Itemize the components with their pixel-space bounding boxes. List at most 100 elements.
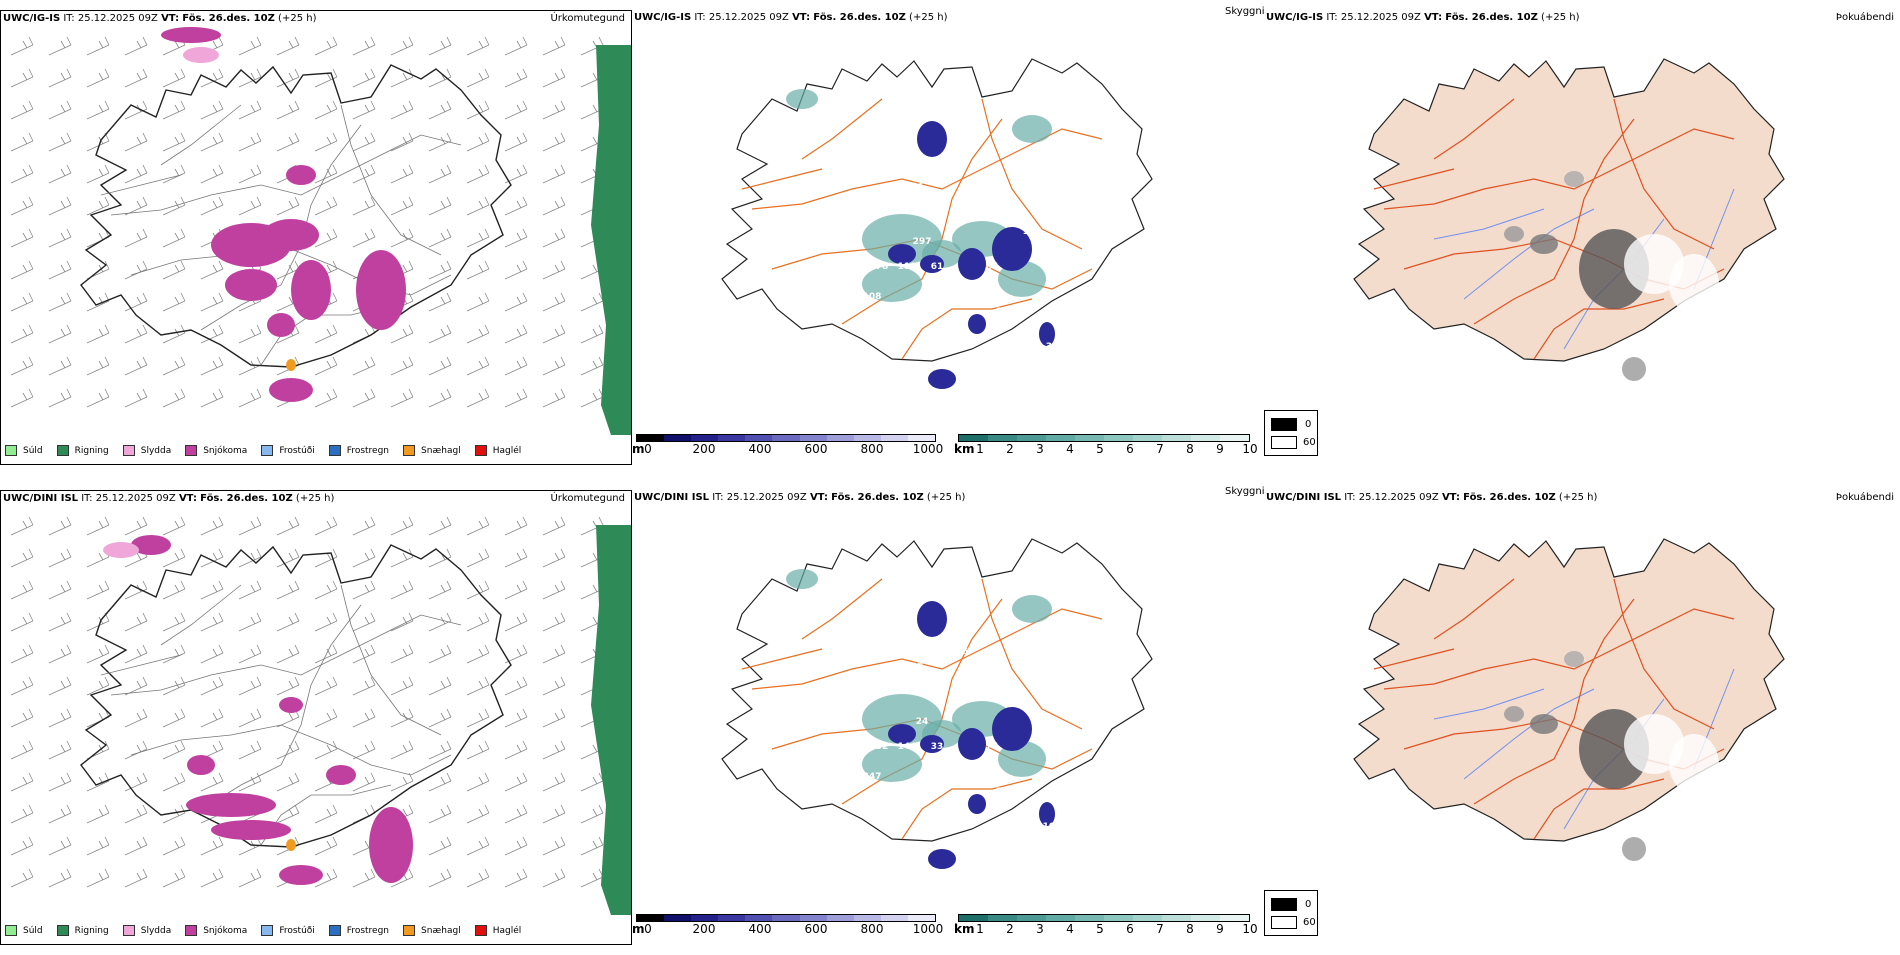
wind-barb (48, 356, 72, 376)
wind-barb (504, 708, 528, 728)
wind-barb (314, 36, 338, 56)
wind-barb (10, 548, 34, 568)
legend-item: Snæhagl (403, 925, 461, 936)
wind-barb (48, 836, 72, 856)
height-colorbar: m 0 200 400 600 800 1000 (632, 434, 943, 456)
precip-map (10, 27, 631, 435)
row-dini: UWC/DINI ISL IT: 25.12.2025 09Z VT: Fös.… (0, 486, 1900, 955)
wind-barb (466, 68, 490, 88)
legend-label: Súld (23, 445, 43, 456)
colorbar-step (637, 435, 665, 441)
wind-barb (86, 164, 110, 184)
panel-header: UWC/DINI ISL IT: 25.12.2025 09Z VT: Fös.… (634, 492, 965, 503)
terrain-fog-area (968, 314, 986, 334)
colorbar-step (1133, 915, 1162, 921)
wind-barb (428, 580, 452, 600)
wind-barb (200, 836, 224, 856)
road-line (1383, 608, 1735, 690)
wind-barb (466, 132, 490, 152)
colorbar-tick: 800 (860, 922, 884, 936)
legend-label: Frostregn (346, 925, 390, 936)
wind-barb (428, 708, 452, 728)
visibility-value: 34 (911, 182, 924, 192)
wind-barb (352, 196, 376, 216)
wind-barb (504, 228, 528, 248)
fog-legend-label: 0 (1305, 419, 1312, 430)
wind-barb (124, 356, 148, 376)
legend-label: Snjókoma (203, 445, 248, 456)
colorbar-tick: 3 (1036, 442, 1044, 456)
wind-barb (238, 324, 262, 344)
visibility-value: 247 (863, 772, 882, 782)
wind-barb (466, 836, 490, 856)
wind-barb (86, 740, 110, 760)
visibility-value: 297 (913, 237, 932, 247)
wind-barb (48, 708, 72, 728)
terrain-fog-area (917, 601, 947, 637)
wind-barb (314, 868, 338, 888)
valid-time: Fös. 26.des. 10Z (1445, 12, 1538, 23)
visibility-value: 55 (986, 767, 999, 777)
wind-barb (466, 676, 490, 696)
valid-time: Fös. 26.des. 10Z (182, 13, 275, 24)
colorbar-tick: 1 (976, 922, 984, 936)
colorbar-tick: 5 (1096, 922, 1104, 936)
colorbar-tick: 0 (644, 922, 652, 936)
wind-barb (466, 260, 490, 280)
road-line (1533, 778, 1665, 840)
wind-barb (580, 324, 604, 344)
legend-item: Rigning (56, 445, 109, 456)
colorbar-tick: 2 (1006, 442, 1014, 456)
wind-barb (428, 676, 452, 696)
panel-title: Þokuábendi (1835, 12, 1894, 23)
precip-type-panel: UWC/DINI ISL IT: 25.12.2025 09Z VT: Fös.… (0, 490, 632, 945)
wind-barb (124, 132, 148, 152)
terrain-fog-area (920, 735, 944, 753)
wind-barb (162, 612, 186, 632)
colorbar-step (1220, 435, 1249, 441)
wind-barb (10, 708, 34, 728)
visibility-value: 18 (966, 197, 979, 207)
precip-legend: Súld Rigning Slydda Snjókoma Frostúði Frostre… (5, 925, 521, 936)
valid-time: Fös. 26.des. 10Z (200, 493, 293, 504)
wind-barb (86, 36, 110, 56)
wind-barb (428, 644, 452, 664)
wind-barb (238, 740, 262, 760)
wind-barb (428, 804, 452, 824)
wind-barb (200, 324, 224, 344)
wind-barb (238, 708, 262, 728)
road-line (1533, 298, 1665, 360)
lead-time: (+25 h) (295, 493, 335, 504)
legend-item: Frostúði (261, 445, 315, 456)
wind-barb (124, 580, 148, 600)
wind-barb (238, 132, 262, 152)
lead-time: (+25 h) (926, 492, 966, 503)
wind-barb (124, 68, 148, 88)
wind-barb (200, 132, 224, 152)
wind-barb (162, 740, 186, 760)
iceland-outline (721, 58, 1153, 362)
wind-barb (504, 740, 528, 760)
wind-barb (10, 68, 34, 88)
init-time: IT: 25.12.2025 09Z (63, 13, 158, 24)
wind-barb (238, 868, 262, 888)
wind-barb (276, 772, 300, 792)
colorbar-tick: 5 (1096, 442, 1104, 456)
colorbar-step (718, 915, 746, 921)
coastline (80, 544, 512, 848)
visibility-value: 95 (926, 762, 939, 772)
wind-barb (86, 292, 110, 312)
wind-barb (200, 164, 224, 184)
wind-barb (466, 356, 490, 376)
low-visibility-area (862, 746, 922, 782)
fog-legend-label: 60 (1303, 917, 1316, 928)
valid-prefix: VT: (809, 492, 828, 503)
wind-barb (466, 868, 490, 888)
road-line (1473, 598, 1635, 805)
model-name: UWC/DINI ISL (1266, 492, 1342, 503)
wind-barb (504, 324, 528, 344)
wind-barb (504, 516, 528, 536)
legend-label: Frostúði (279, 445, 315, 456)
road-line (801, 578, 883, 640)
visibility-colorbar-bar (958, 434, 1250, 442)
